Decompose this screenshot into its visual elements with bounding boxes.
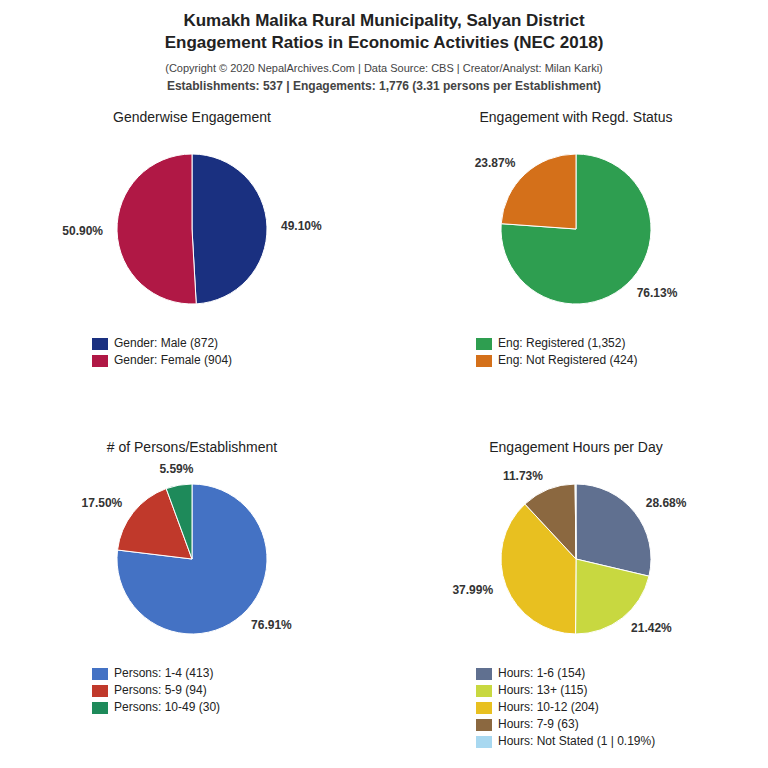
legend-swatch [92,355,108,367]
legend-entry: Hours: 1-6 (154) [498,666,585,680]
data-label: 21.42% [631,621,672,635]
pie-slice [117,154,196,304]
data-labels: 76.13% 23.87% [475,156,678,300]
legend-swatch [476,736,492,748]
legend-swatch [476,719,492,731]
data-labels: 76.91% 17.50% 5.59% [82,462,293,632]
pie-slice [501,154,651,304]
page-subtitle: Establishments: 537 | Engagements: 1,776… [167,79,601,93]
legend-entry: Gender: Female (904) [114,353,232,367]
page-title: Engagement Ratios in Economic Activities… [165,33,604,52]
legend-entry: Persons: 5-9 (94) [114,683,207,697]
legend-entry: Hours: 13+ (115) [498,683,588,697]
legend: Persons: 1-4 (413) Persons: 5-9 (94) Perso… [92,666,220,714]
slices [501,484,651,634]
data-label: 17.50% [82,496,123,510]
chart-title: Engagement Hours per Day [489,439,663,455]
data-labels: 49.10% 50.90% [62,219,322,238]
data-label: 28.68% [646,496,687,510]
slices [117,154,267,304]
header: Kumakh Malika Rural Municipality, Salyan… [165,11,604,93]
pie-chart: Engagement with Regd. Status 76.13% 23.87%… [475,109,678,367]
chart-title: # of Persons/Establishment [107,439,278,455]
pie-slice [525,484,576,559]
legend-swatch [476,702,492,714]
page-subtitle: (Copyright © 2020 NepalArchives.Com | Da… [165,62,603,74]
legend-entry: Hours: 10-12 (204) [498,700,599,714]
legend: Eng: Registered (1,352) Eng: Not Register… [476,336,637,367]
legend-swatch [92,685,108,697]
pie-chart: Genderwise Engagement 49.10% 50.90% Gender:… [62,109,322,367]
pie-slice [575,484,577,559]
legend-swatch [476,668,492,680]
legend-swatch [476,355,492,367]
legend-swatch [92,338,108,350]
data-label: 37.99% [452,583,493,597]
legend-entry: Persons: 10-49 (30) [114,700,220,714]
pie-slice [166,484,192,559]
slices [501,154,651,304]
data-label: 76.91% [251,618,292,632]
data-label: 23.87% [475,156,516,170]
legend-entry: Eng: Registered (1,352) [498,336,625,350]
legend: Hours: 1-6 (154) Hours: 13+ (115) Hours: 1… [476,666,655,748]
data-label: 11.73% [503,469,543,483]
legend-entry: Hours: Not Stated (1 | 0.19%) [498,734,655,748]
data-label: 5.59% [159,462,193,476]
legend-swatch [476,685,492,697]
legend-entry: Eng: Not Registered (424) [498,353,637,367]
legend-swatch [92,702,108,714]
chart-canvas: Kumakh Malika Rural Municipality, Salyan… [0,0,768,768]
legend-swatch [476,338,492,350]
data-label: 50.90% [62,224,103,238]
legend-entry: Persons: 1-4 (413) [114,666,213,680]
legend-entry: Gender: Male (872) [114,336,218,350]
chart-title: Genderwise Engagement [113,109,271,125]
slices [117,484,267,634]
pie-chart: Engagement Hours per Day 28.68% 21.42% 37.9… [452,439,686,748]
pie-slice [117,484,267,634]
data-label: 49.10% [281,219,322,233]
page-title: Kumakh Malika Rural Municipality, Salyan… [183,11,585,30]
legend-swatch [92,668,108,680]
data-label: 76.13% [637,286,678,300]
legend: Gender: Male (872) Gender: Female (904) [92,336,232,367]
legend-entry: Hours: 7-9 (63) [498,717,579,731]
pie-chart: # of Persons/Establishment 76.91% 17.50% 5.… [82,439,293,714]
pie-slice [192,154,267,304]
data-labels: 28.68% 21.42% 37.99% 11.73% [452,469,686,636]
chart-title: Engagement with Regd. Status [479,109,672,125]
